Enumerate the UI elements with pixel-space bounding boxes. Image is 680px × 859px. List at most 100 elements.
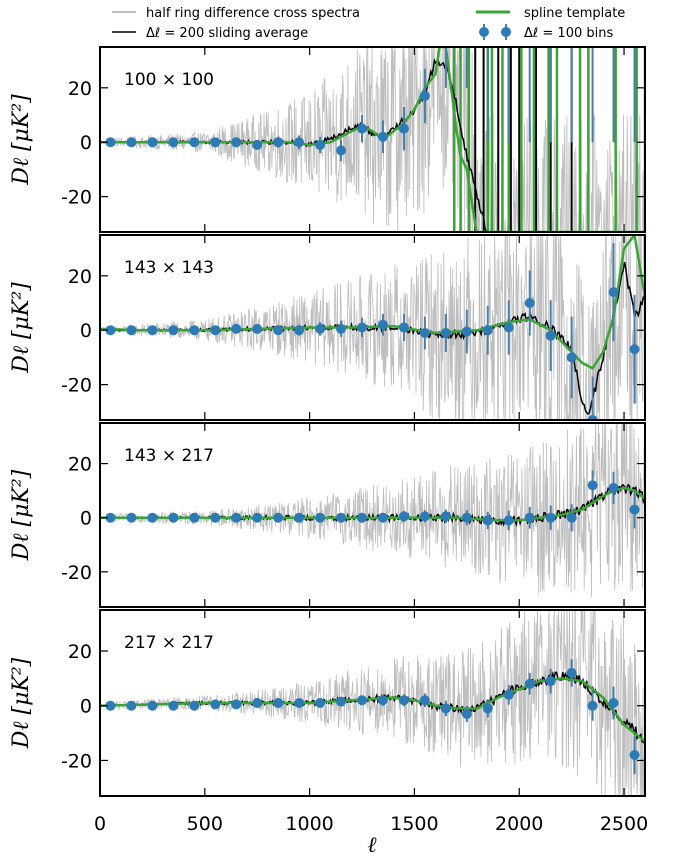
x-tick-label: 1000 [285, 813, 333, 835]
bin-point [315, 323, 326, 334]
panel-2: -20 0 20 143 × 143 Dℓ [μK²] [9, 234, 646, 421]
sliding-average-line [106, 262, 645, 416]
panel-frame [99, 46, 646, 233]
bin-point [147, 700, 158, 711]
bin-point [336, 323, 347, 334]
y-tick-label: -20 [61, 562, 92, 584]
bin-point [147, 512, 158, 523]
bin-point [126, 137, 137, 148]
bin-point [315, 139, 326, 150]
bin-point [168, 700, 179, 711]
panel-label: 143 × 217 [124, 446, 214, 466]
bin-point [210, 512, 221, 523]
bin-point [336, 512, 347, 523]
bin-point [461, 512, 472, 523]
bin-point [315, 698, 326, 708]
bin-point [252, 698, 263, 708]
bin-point [629, 344, 640, 355]
legend-label-raw: half ring difference cross spectra [146, 6, 360, 21]
bin-point [503, 322, 514, 333]
bin-point [608, 698, 619, 708]
panel-1: -20 0 20 100 × 100 Dℓ [μK²] [9, 46, 646, 233]
bin-point [377, 695, 388, 706]
bin-point [398, 511, 409, 522]
bin-point [357, 512, 368, 523]
bin-point [231, 137, 242, 148]
y-tick-label: 20 [68, 266, 92, 288]
bin-point [105, 512, 116, 523]
y-tick-label: -20 [61, 187, 92, 209]
bin-point [566, 667, 577, 678]
y-tick-label: 20 [68, 641, 92, 663]
legend-label-bins: Δℓ = 100 bins [524, 26, 613, 41]
bin-point [210, 137, 221, 148]
bin-point [126, 325, 137, 336]
bin-point [398, 695, 409, 706]
bin-point [440, 511, 451, 522]
bin-point [189, 137, 200, 148]
bin-point [524, 298, 535, 309]
bin-point [608, 482, 619, 493]
legend-marker-bins-1 [479, 27, 489, 37]
bin-point [440, 703, 451, 714]
bin-point [357, 695, 368, 706]
bin-point [231, 699, 242, 710]
panel-3: -20 0 20 143 × 217 Dℓ [μK²] [9, 422, 646, 608]
bin-point [189, 325, 200, 336]
panel-label: 143 × 143 [124, 258, 214, 278]
bin-point [419, 695, 430, 706]
bin-point [168, 512, 179, 523]
bin-point [419, 327, 430, 338]
x-axis: 0 500 1000 1500 2000 2500 [94, 813, 648, 835]
bin-point [273, 137, 284, 148]
plot-area [100, 423, 645, 598]
panel-label: 217 × 217 [124, 633, 214, 653]
bin-point [105, 325, 116, 336]
bin-point [419, 511, 430, 522]
bin-point [503, 515, 514, 526]
legend-label-average: Δℓ = 200 sliding average [146, 26, 308, 41]
y-axis-title: Dℓ [μK²] [9, 282, 34, 374]
bin-point [482, 703, 493, 714]
bin-point [377, 319, 388, 330]
bin-point [252, 512, 263, 523]
panel-label: 100 × 100 [124, 70, 214, 90]
bin-point [168, 137, 179, 148]
bin-point [461, 326, 472, 337]
bin-point [189, 512, 200, 523]
y-tick-label: 0 [80, 696, 92, 718]
bin-point [440, 327, 451, 338]
y-tick-label: 0 [80, 508, 92, 530]
bin-point [147, 325, 158, 336]
bin-point [126, 700, 137, 711]
y-axis-title: Dℓ [μK²] [9, 94, 34, 186]
bin-point [126, 512, 137, 523]
bin-point [294, 512, 305, 523]
y-tick-label: -20 [61, 750, 92, 772]
bin-point [147, 137, 158, 148]
bin-point [294, 137, 305, 148]
bin-point [629, 749, 640, 760]
legend: half ring difference cross spectra Δℓ = … [112, 6, 625, 41]
bin-point [231, 512, 242, 523]
bin-point [587, 480, 598, 491]
bin-point [524, 678, 535, 689]
bin-point [503, 689, 514, 700]
legend-marker-bins-2 [501, 27, 511, 37]
x-tick-label: 2000 [495, 813, 543, 835]
bin-point [294, 698, 305, 708]
bin-point [210, 325, 221, 336]
bin-point [482, 325, 493, 336]
x-tick-label: 500 [187, 813, 223, 835]
bin-point [377, 512, 388, 523]
bin-point [566, 352, 577, 363]
x-axis-title: ℓ [367, 833, 377, 858]
x-tick-label: 1500 [390, 813, 438, 835]
panel-frame [99, 609, 646, 797]
bin-point [210, 699, 221, 710]
bin-point [608, 287, 619, 298]
bin-point [315, 512, 326, 523]
panel-4: -20 0 20 217 × 217 Dℓ [μK²] [9, 609, 646, 797]
bin-point [336, 696, 347, 707]
